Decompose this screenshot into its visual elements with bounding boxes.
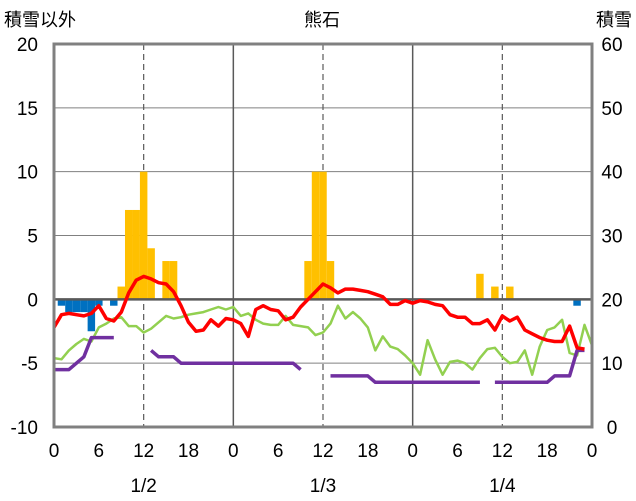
precip-bar bbox=[87, 299, 96, 332]
x-tick-label: 18 bbox=[178, 441, 199, 462]
x-tick-label: 6 bbox=[452, 441, 463, 462]
left-axis-title: 積雪以外 bbox=[4, 10, 76, 31]
purple-series-line bbox=[330, 374, 480, 385]
x-tick-label: 0 bbox=[228, 441, 239, 462]
x-tick-label: 12 bbox=[492, 441, 513, 462]
snowfall-bar bbox=[311, 171, 320, 300]
snowfall-bar bbox=[124, 209, 133, 300]
snowfall-bar bbox=[506, 286, 514, 300]
green-series-line bbox=[53, 304, 594, 376]
plot-frame bbox=[52, 42, 594, 429]
lines bbox=[52, 274, 594, 385]
snowfall-bar bbox=[139, 171, 148, 300]
snowfall-bar bbox=[491, 286, 499, 300]
left-tick-label: 0 bbox=[27, 290, 38, 311]
precip-bar bbox=[57, 299, 66, 306]
snowfall-bar bbox=[476, 273, 484, 300]
date-label: 1/3 bbox=[310, 476, 336, 497]
snowfall-bar bbox=[132, 209, 140, 300]
right-tick-label: 10 bbox=[601, 354, 622, 375]
left-tick-label: -5 bbox=[21, 354, 38, 375]
snowfall-bar bbox=[117, 286, 125, 300]
right-tick-label: 0 bbox=[607, 418, 618, 439]
left-tick-label: 20 bbox=[17, 35, 38, 56]
precip-bar bbox=[72, 299, 81, 313]
right-tick-label: 20 bbox=[601, 290, 622, 311]
x-tick-label: 12 bbox=[133, 441, 154, 462]
precip-bar bbox=[95, 299, 103, 306]
snowfall-bar bbox=[304, 261, 312, 300]
x-tick-label: 6 bbox=[273, 441, 284, 462]
left-tick-label: -10 bbox=[11, 418, 38, 439]
x-tick-label: 18 bbox=[537, 441, 558, 462]
right-axis-title: 積雪 bbox=[596, 10, 632, 31]
x-tick-label: 12 bbox=[312, 441, 333, 462]
right-tick-label: 50 bbox=[601, 99, 622, 120]
x-tick-label: 0 bbox=[49, 441, 60, 462]
bars bbox=[57, 171, 581, 332]
date-label: 1/2 bbox=[130, 476, 156, 497]
date-label: 1/4 bbox=[489, 476, 516, 497]
snowfall-bar bbox=[319, 171, 327, 300]
right-tick-label: 30 bbox=[601, 227, 622, 248]
left-tick-label: 5 bbox=[27, 227, 38, 248]
x-tick-label: 0 bbox=[407, 441, 418, 462]
snowfall-bar bbox=[169, 261, 178, 300]
left-tick-label: 10 bbox=[17, 163, 38, 184]
precip-bar bbox=[110, 299, 118, 306]
left-tick-label: 15 bbox=[17, 99, 38, 120]
frame bbox=[52, 42, 594, 429]
red-series-line bbox=[52, 274, 585, 351]
precip-bar bbox=[65, 299, 73, 313]
precip-bar bbox=[573, 299, 581, 306]
chart-title: 熊石 bbox=[304, 10, 340, 31]
purple-series-line bbox=[494, 348, 585, 385]
snowfall-bar bbox=[162, 261, 170, 300]
x-tick-label: 18 bbox=[357, 441, 378, 462]
right-tick-label: 60 bbox=[601, 35, 622, 56]
x-tick-label: 6 bbox=[94, 441, 105, 462]
snowfall-bar bbox=[147, 248, 155, 300]
purple-series-line bbox=[54, 335, 114, 372]
x-tick-label: 0 bbox=[587, 441, 598, 462]
right-tick-label: 40 bbox=[601, 163, 622, 184]
header: 積雪以外 熊石 積雪 bbox=[4, 10, 632, 31]
purple-series-line bbox=[149, 349, 302, 371]
snowfall-bar bbox=[326, 261, 335, 300]
precip-bar bbox=[80, 299, 88, 313]
